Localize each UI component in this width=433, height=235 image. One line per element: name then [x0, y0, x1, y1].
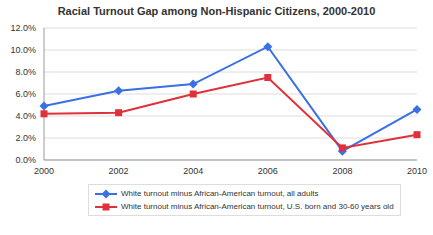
svg-text:4.0%: 4.0%	[15, 111, 36, 121]
html-text:White turnout minus African-Am: White turnout minus African-American tur…	[121, 202, 394, 211]
svg-text:2004: 2004	[183, 166, 203, 176]
html-text:Racial Turnout Gap among Non-H: Racial Turnout Gap among Non-Hispanic Ci…	[57, 5, 376, 17]
svg-text:6.0%: 6.0%	[15, 89, 36, 99]
svg-text:2008: 2008	[332, 166, 352, 176]
svg-text:2010: 2010	[407, 166, 425, 176]
svg-text:8.0%: 8.0%	[15, 67, 36, 77]
svg-text:2002: 2002	[109, 166, 129, 176]
svg-text:12.0%: 12.0%	[10, 23, 36, 33]
svg-text:2000: 2000	[34, 166, 54, 176]
svg-text:10.0%: 10.0%	[10, 45, 36, 55]
svg-text:2.0%: 2.0%	[15, 133, 36, 143]
html-text:White turnout minus African-Am: White turnout minus African-American tur…	[121, 189, 319, 198]
svg-text:2006: 2006	[258, 166, 278, 176]
svg-text:0.0%: 0.0%	[15, 155, 36, 165]
